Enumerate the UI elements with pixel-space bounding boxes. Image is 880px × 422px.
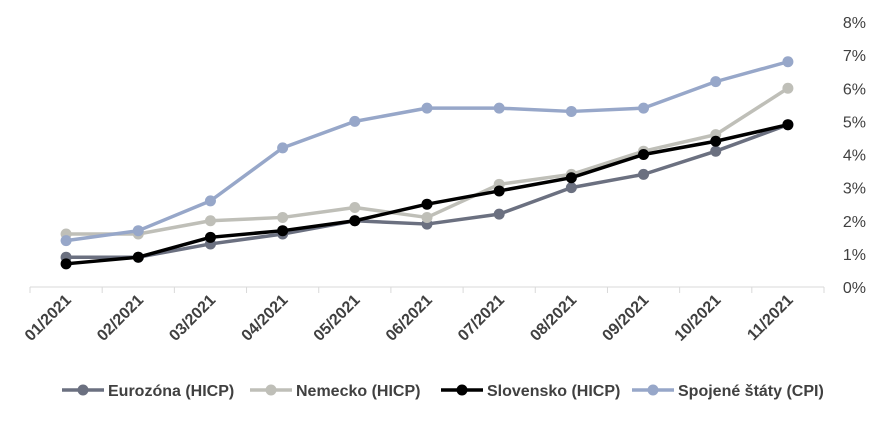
data-point bbox=[638, 102, 650, 114]
legend-marker bbox=[77, 384, 89, 396]
data-point bbox=[565, 105, 577, 117]
x-tick-label: 11/2021 bbox=[744, 292, 796, 344]
data-point bbox=[60, 258, 72, 270]
y-tick-label: 6% bbox=[843, 81, 866, 98]
legend-label: Spojené štáty (CPI) bbox=[678, 383, 824, 400]
series-3 bbox=[60, 56, 794, 247]
y-tick-label: 5% bbox=[843, 114, 866, 131]
data-point bbox=[277, 225, 289, 237]
legend-marker bbox=[647, 384, 659, 396]
data-point bbox=[349, 115, 361, 127]
x-tick-label: 08/2021 bbox=[527, 292, 580, 345]
x-tick-label: 03/2021 bbox=[166, 292, 219, 345]
data-point bbox=[277, 142, 289, 154]
data-point bbox=[710, 145, 722, 157]
x-tick-label: 10/2021 bbox=[672, 292, 725, 345]
data-point bbox=[638, 168, 650, 180]
data-point bbox=[493, 102, 505, 114]
x-tick-label: 09/2021 bbox=[599, 292, 652, 345]
legend-item: Slovensko (HICP) bbox=[441, 383, 620, 400]
legend-label: Nemecko (HICP) bbox=[296, 383, 420, 400]
x-tick-label: 04/2021 bbox=[239, 292, 292, 345]
y-tick-label: 2% bbox=[843, 214, 866, 231]
y-tick-label: 7% bbox=[843, 48, 866, 65]
series-line bbox=[64, 122, 790, 266]
legend-item: Spojené štáty (CPI) bbox=[632, 383, 824, 400]
legend-marker bbox=[265, 384, 277, 396]
series-2 bbox=[60, 119, 794, 270]
data-point bbox=[565, 172, 577, 184]
legend-item: Nemecko (HICP) bbox=[250, 383, 420, 400]
y-tick-label: 0% bbox=[843, 280, 866, 297]
y-tick-label: 1% bbox=[843, 247, 866, 264]
data-point bbox=[204, 195, 216, 207]
data-point bbox=[782, 56, 794, 68]
legend-label: Eurozóna (HICP) bbox=[108, 383, 234, 400]
x-tick-label: 02/2021 bbox=[94, 292, 147, 345]
x-tick-label: 06/2021 bbox=[383, 292, 436, 345]
chart-axes: 0% 1% 2% 3% 4% 5% 6% 7% 8% 01/2021 02/2021 03/2021 0… bbox=[22, 15, 866, 345]
legend-marker bbox=[456, 384, 468, 396]
data-point bbox=[493, 208, 505, 220]
x-tick-label: 05/2021 bbox=[311, 292, 364, 345]
data-point bbox=[349, 202, 361, 213]
data-point bbox=[277, 211, 289, 223]
x-tick-label: 07/2021 bbox=[455, 292, 508, 345]
data-point bbox=[132, 225, 144, 237]
x-tick-label: 01/2021 bbox=[22, 292, 75, 345]
y-tick-label: 4% bbox=[843, 148, 866, 165]
data-point bbox=[421, 211, 433, 223]
legend-label: Slovensko (HICP) bbox=[487, 383, 620, 400]
data-point bbox=[60, 235, 72, 247]
data-point bbox=[204, 231, 216, 243]
data-point bbox=[638, 149, 650, 160]
y-tick-label: 8% bbox=[843, 15, 866, 32]
data-point bbox=[710, 135, 722, 147]
data-point bbox=[710, 76, 722, 88]
data-point bbox=[132, 251, 144, 263]
chart-legend: Eurozóna (HICP) Nemecko (HICP) Slovensko (… bbox=[62, 383, 824, 400]
chart-series bbox=[60, 56, 794, 270]
data-point bbox=[782, 82, 794, 94]
data-point bbox=[782, 119, 794, 131]
data-point bbox=[204, 215, 216, 227]
data-point bbox=[565, 182, 577, 194]
data-point bbox=[493, 185, 505, 197]
y-tick-label: 3% bbox=[843, 181, 866, 198]
data-point bbox=[421, 102, 433, 114]
legend-item: Eurozóna (HICP) bbox=[62, 383, 234, 400]
data-point bbox=[421, 198, 433, 210]
data-point bbox=[349, 215, 361, 227]
